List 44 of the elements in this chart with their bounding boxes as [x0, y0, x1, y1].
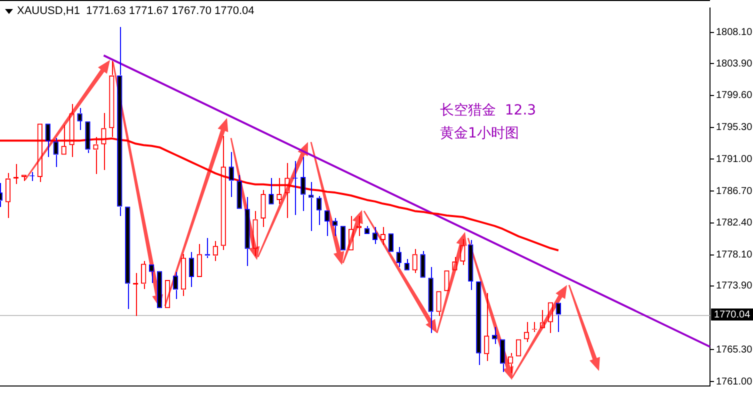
candlestick	[556, 302, 562, 332]
y-tick-label: 1791.00	[716, 154, 753, 165]
candlestick	[364, 226, 370, 234]
candlestick	[188, 252, 194, 288]
y-tick-label: 1778.10	[716, 250, 753, 261]
annotation: 黄金1小时图	[440, 126, 519, 142]
y-tick-label: 1773.90	[716, 280, 753, 292]
candlestick	[268, 178, 274, 204]
candlestick	[324, 210, 330, 236]
candlestick	[244, 196, 250, 266]
candlestick	[228, 152, 234, 198]
candlestick	[45, 124, 50, 158]
annotation: 长空猎金 12.3	[440, 102, 536, 119]
candlestick	[13, 164, 19, 184]
candlestick	[396, 246, 402, 268]
y-tick-label: 1808.10	[716, 27, 753, 38]
candlestick	[300, 156, 306, 212]
y-tick-label: 1803.90	[716, 58, 753, 70]
candlestick	[492, 326, 498, 344]
y-tick-label: 1761.00	[716, 376, 753, 388]
y-tick-label: 1799.60	[716, 90, 753, 102]
candlestick	[125, 206, 130, 310]
candlestick	[372, 226, 378, 244]
y-tick-label: 1795.30	[716, 122, 753, 134]
candlestick	[332, 218, 338, 236]
chart-title: XAUUSD,H1 1771.63 1771.67 1767.70 1770.04	[17, 5, 254, 18]
candlestick	[500, 339, 506, 372]
candlestick	[388, 233, 394, 252]
ref-line-label: 1770.04	[714, 309, 751, 320]
candlestick	[468, 240, 474, 290]
y-tick-label: 1765.30	[716, 344, 753, 356]
candlestick	[85, 121, 90, 154]
candlestick	[428, 266, 434, 334]
candlestick	[53, 138, 58, 168]
y-tick-label: 1786.70	[716, 186, 753, 197]
candlestick	[236, 174, 242, 209]
candlestick	[156, 271, 162, 308]
candlestick	[117, 26, 122, 216]
candlestick	[476, 281, 482, 366]
y-tick-label: 1782.40	[716, 218, 753, 229]
candlestick	[148, 264, 154, 284]
candlestick	[172, 272, 178, 300]
candlestick	[316, 196, 322, 226]
candlestick	[77, 108, 82, 130]
